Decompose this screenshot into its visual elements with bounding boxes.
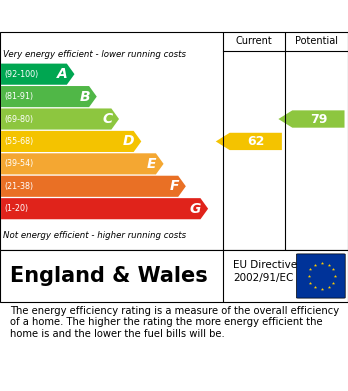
Polygon shape <box>1 108 119 129</box>
Text: (55-68): (55-68) <box>4 137 33 146</box>
Text: (39-54): (39-54) <box>4 160 33 169</box>
Polygon shape <box>1 176 186 197</box>
Polygon shape <box>1 86 97 107</box>
Text: D: D <box>123 135 134 149</box>
Text: Very energy efficient - lower running costs: Very energy efficient - lower running co… <box>3 50 187 59</box>
Text: A: A <box>57 67 68 81</box>
Polygon shape <box>1 153 164 174</box>
Text: E: E <box>147 157 157 171</box>
Text: Energy Efficiency Rating: Energy Efficiency Rating <box>10 7 239 25</box>
Text: G: G <box>190 202 201 216</box>
Text: C: C <box>102 112 112 126</box>
Text: (1-20): (1-20) <box>4 204 28 213</box>
Text: (81-91): (81-91) <box>4 92 33 101</box>
Text: F: F <box>169 179 179 193</box>
Text: (92-100): (92-100) <box>4 70 38 79</box>
Polygon shape <box>216 133 282 150</box>
Text: (21-38): (21-38) <box>4 182 33 191</box>
Text: (69-80): (69-80) <box>4 115 33 124</box>
Text: 79: 79 <box>310 113 327 126</box>
Polygon shape <box>1 64 74 85</box>
Polygon shape <box>1 131 141 152</box>
Polygon shape <box>1 198 208 219</box>
Text: Current: Current <box>236 36 272 46</box>
Polygon shape <box>278 110 345 128</box>
Text: B: B <box>79 90 90 104</box>
Text: EU Directive
2002/91/EC: EU Directive 2002/91/EC <box>233 260 297 283</box>
Text: The energy efficiency rating is a measure of the overall efficiency of a home. T: The energy efficiency rating is a measur… <box>10 305 340 339</box>
Text: Potential: Potential <box>295 36 338 46</box>
Text: England & Wales: England & Wales <box>10 266 208 286</box>
Text: Not energy efficient - higher running costs: Not energy efficient - higher running co… <box>3 231 187 240</box>
Text: 62: 62 <box>247 135 264 148</box>
FancyBboxPatch shape <box>296 254 345 298</box>
